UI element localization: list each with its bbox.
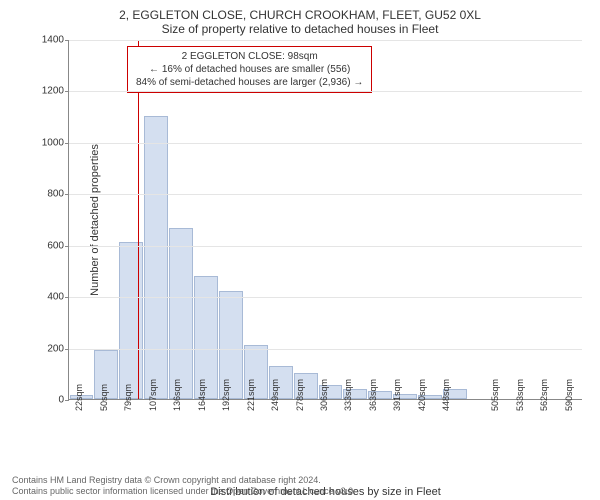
y-tick-label: 600 [34, 240, 64, 251]
y-tick-mark [65, 400, 69, 401]
y-tick-label: 1400 [34, 35, 64, 46]
grid-line [69, 91, 582, 92]
chart-title-sub: Size of property relative to detached ho… [8, 22, 592, 36]
grid-line [69, 40, 582, 41]
chart-container: 2, EGGLETON CLOSE, CHURCH CROOKHAM, FLEE… [8, 8, 592, 492]
histogram-bar [144, 116, 168, 399]
info-line-2: ← 16% of detached houses are smaller (55… [136, 63, 363, 76]
plot-area: Number of detached properties 2 EGGLETON… [68, 40, 582, 400]
y-tick-label: 200 [34, 343, 64, 354]
bars-group [69, 40, 582, 399]
grid-line [69, 194, 582, 195]
y-tick-label: 400 [34, 292, 64, 303]
y-tick-label: 0 [34, 395, 64, 406]
reference-line [138, 40, 139, 399]
y-tick-label: 800 [34, 189, 64, 200]
y-tick-label: 1200 [34, 86, 64, 97]
grid-line [69, 143, 582, 144]
info-line-1: 2 EGGLETON CLOSE: 98sqm [136, 50, 363, 63]
info-box: 2 EGGLETON CLOSE: 98sqm ← 16% of detache… [127, 46, 372, 93]
grid-line [69, 246, 582, 247]
histogram-bar [119, 242, 143, 399]
y-tick-label: 1000 [34, 137, 64, 148]
histogram-bar [169, 228, 193, 399]
footer-line-2: Contains public sector information licen… [12, 486, 356, 498]
info-line-3: 84% of semi-detached houses are larger (… [136, 76, 363, 89]
footer-line-1: Contains HM Land Registry data © Crown c… [12, 475, 356, 487]
grid-line [69, 297, 582, 298]
chart-title-main: 2, EGGLETON CLOSE, CHURCH CROOKHAM, FLEE… [8, 8, 592, 22]
footer-attribution: Contains HM Land Registry data © Crown c… [12, 475, 356, 498]
grid-line [69, 349, 582, 350]
